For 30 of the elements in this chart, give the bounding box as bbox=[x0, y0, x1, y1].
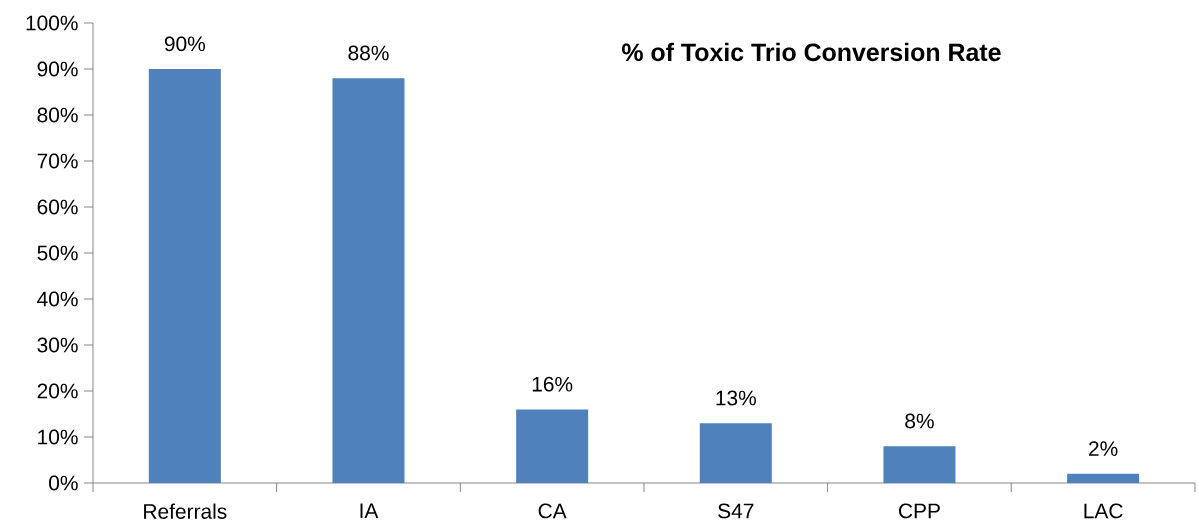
text: % of Toxic Trio Conversion Rate bbox=[622, 42, 1001, 62]
bar bbox=[1067, 473, 1140, 483]
y-tick-label: 0% bbox=[49, 475, 78, 491]
data-label: 90% bbox=[164, 36, 206, 52]
x-tick-label: LAC bbox=[1084, 503, 1123, 519]
data-label: 88% bbox=[348, 45, 389, 61]
y-tick-label: 60% bbox=[37, 199, 78, 215]
x-tick-label: Referrals bbox=[144, 503, 227, 519]
y-tick-label: 20% bbox=[37, 383, 78, 399]
bar bbox=[332, 78, 405, 483]
y-tick-label: 70% bbox=[37, 153, 78, 169]
bar bbox=[883, 446, 956, 483]
data-label: 13% bbox=[716, 390, 756, 406]
y-tick-label: 90% bbox=[37, 61, 78, 77]
y-tick-label: 10% bbox=[38, 429, 78, 445]
y-tick-label: 50% bbox=[37, 245, 78, 261]
y-tick-label: 30% bbox=[37, 337, 78, 353]
y-tick-label: 40% bbox=[37, 291, 78, 307]
x-tick-label: S47 bbox=[718, 503, 754, 519]
x-tick-label: CPP bbox=[899, 503, 940, 519]
bar bbox=[699, 423, 772, 483]
bar bbox=[516, 409, 589, 483]
y-tick-label: 80% bbox=[37, 107, 78, 123]
data-label: 16% bbox=[532, 376, 573, 392]
data-label: 8% bbox=[905, 413, 934, 429]
bar bbox=[148, 69, 221, 483]
x-tick-label: CA bbox=[538, 503, 567, 519]
data-label: 2% bbox=[1089, 441, 1118, 456]
y-tick-label: 100% bbox=[26, 15, 78, 31]
x-tick-label: IA bbox=[360, 503, 379, 518]
